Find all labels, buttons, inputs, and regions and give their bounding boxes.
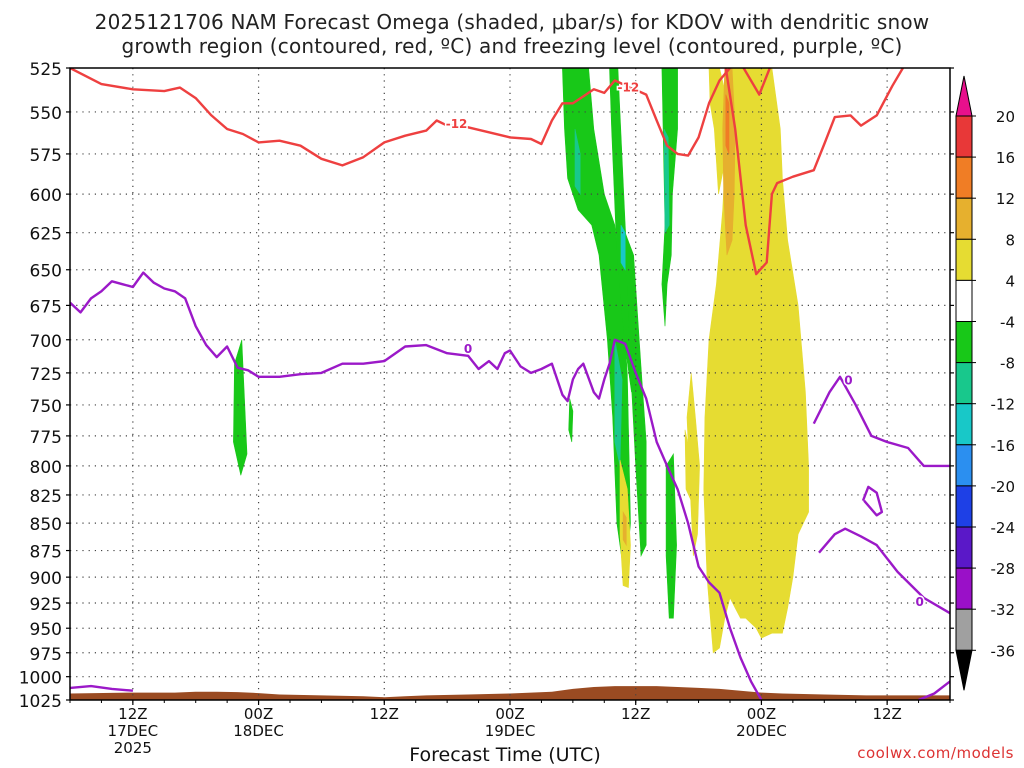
chart-title-line-1: 2025121706 NAM Forecast Omega (shaded, μ… xyxy=(94,10,930,34)
colorbar-swatch xyxy=(955,526,973,569)
colorbar-label: -8 xyxy=(1000,355,1015,373)
x-tick-label: 18DEC xyxy=(233,722,284,740)
omega-region-18 xyxy=(622,510,627,547)
omega-region-0 xyxy=(233,339,248,476)
contour-line-0-1 xyxy=(724,68,904,276)
y-tick-label: 600 xyxy=(30,186,62,206)
x-tick-label: 00Z xyxy=(747,705,776,723)
y-tick-label: 775 xyxy=(30,428,62,448)
colorbar-label: -12 xyxy=(991,396,1016,414)
x-tick-label: 00Z xyxy=(244,705,273,723)
terrain-fill xyxy=(70,686,950,700)
y-tick-label: 875 xyxy=(30,543,62,563)
omega-region-11 xyxy=(708,68,727,195)
x-tick-label: 19DEC xyxy=(485,722,536,740)
x-tick-label: 12Z xyxy=(872,705,901,723)
y-tick-label: 975 xyxy=(30,645,62,665)
colorbar-label: -28 xyxy=(991,560,1016,578)
y-tick-label: 525 xyxy=(30,60,62,80)
colorbar-label: 12 xyxy=(996,190,1015,208)
x-tick-label: 00Z xyxy=(495,705,524,723)
contour-line-1-0 xyxy=(70,271,763,700)
y-tick-label: 650 xyxy=(30,262,62,282)
contour-label: 0 xyxy=(844,374,852,388)
x-tick-label: 2025 xyxy=(114,739,152,757)
y-tick-label: 550 xyxy=(30,104,62,124)
colorbar-swatch xyxy=(955,444,973,487)
axes-layer: 525 550 575 600 625 650 675 700 725 750 775 800 825 8… xyxy=(19,60,954,757)
colorbar-swatch xyxy=(955,485,973,528)
colorbar-swatch xyxy=(955,156,973,199)
colorbar-label: -36 xyxy=(991,642,1016,660)
contour-line-0-0 xyxy=(70,68,731,167)
omega-region-10 xyxy=(663,128,670,234)
contour-line-1-1 xyxy=(70,684,134,692)
contour-line-1-3 xyxy=(818,527,950,615)
y-tick-label: 725 xyxy=(30,365,62,385)
contour-line-1-4 xyxy=(861,485,884,517)
contour-label: -12 xyxy=(618,81,640,95)
y-tick-label: 925 xyxy=(30,595,62,615)
omega-region-14 xyxy=(684,429,692,501)
x-tick-label: 20DEC xyxy=(736,722,787,740)
colorbar-top-arrow xyxy=(955,75,973,117)
y-tick-label: 900 xyxy=(30,569,62,589)
y-tick-label: 1000 xyxy=(19,669,62,689)
colorbar-swatch xyxy=(955,608,973,651)
y-tick-label: 700 xyxy=(30,332,62,352)
colorbar-swatch xyxy=(955,279,973,322)
contour-label: 0 xyxy=(915,595,923,609)
credit-text: coolwx.com/models xyxy=(857,744,1014,762)
terrain-layer xyxy=(70,686,950,700)
colorbar-label: -20 xyxy=(991,478,1016,496)
colorbar-swatch xyxy=(955,321,973,364)
y-tick-label: 625 xyxy=(30,225,62,245)
contour-label: 0 xyxy=(464,342,472,356)
omega-region-17 xyxy=(725,94,730,155)
colorbar-label: -16 xyxy=(991,437,1016,455)
omega-shading-layer xyxy=(233,68,809,654)
x-axis-title: Forecast Time (UTC) xyxy=(409,744,601,766)
x-tick-label: 12Z xyxy=(621,705,650,723)
colorbar-swatch xyxy=(955,238,973,281)
colorbar-label: -32 xyxy=(991,601,1016,619)
omega-region-7 xyxy=(574,128,581,196)
y-tick-label: 675 xyxy=(30,297,62,317)
y-tick-label: 1025 xyxy=(19,692,62,712)
y-tick-label: 575 xyxy=(30,146,62,166)
y-tick-label: 950 xyxy=(30,620,62,640)
contour-line-0-2 xyxy=(742,68,771,96)
y-tick-label: 850 xyxy=(30,515,62,535)
chart-title-line-2: growth region (contoured, red, ºC) and f… xyxy=(121,34,903,58)
omega-region-13 xyxy=(686,372,700,556)
y-tick-label: 825 xyxy=(30,487,62,507)
colorbar-label: 20 xyxy=(996,108,1015,126)
colorbar-swatch xyxy=(955,403,973,446)
contour-line-1-2 xyxy=(812,375,950,468)
colorbar-label: 4 xyxy=(1005,272,1015,290)
contour-label: -12 xyxy=(446,117,468,131)
x-tick-label: 12Z xyxy=(118,705,147,723)
x-tick-label: 17DEC xyxy=(108,722,159,740)
colorbar-swatch xyxy=(955,115,973,158)
colorbar-label: -4 xyxy=(1000,314,1015,332)
colorbar-label: 8 xyxy=(1005,231,1015,249)
contour-layer: -12 -12 0 0 0 xyxy=(70,68,950,700)
colorbar-label: -24 xyxy=(991,519,1016,537)
x-tick-label: 12Z xyxy=(370,705,399,723)
colorbar-swatch xyxy=(955,567,973,610)
contour-line-1-5 xyxy=(918,680,950,700)
colorbar: 20 16 12 8 4 -4 -8 -12 -16 -20 -24 -28 -32 -36 xyxy=(955,75,1016,691)
colorbar-swatch xyxy=(955,362,973,405)
omega-region-5 xyxy=(665,452,677,619)
colorbar-swatch xyxy=(955,197,973,240)
colorbar-bottom-arrow xyxy=(955,649,973,691)
y-tick-label: 800 xyxy=(30,458,62,478)
omega-region-6 xyxy=(568,398,574,443)
omega-region-9 xyxy=(620,224,626,271)
colorbar-label: 16 xyxy=(996,149,1015,167)
y-tick-label: 750 xyxy=(30,397,62,417)
